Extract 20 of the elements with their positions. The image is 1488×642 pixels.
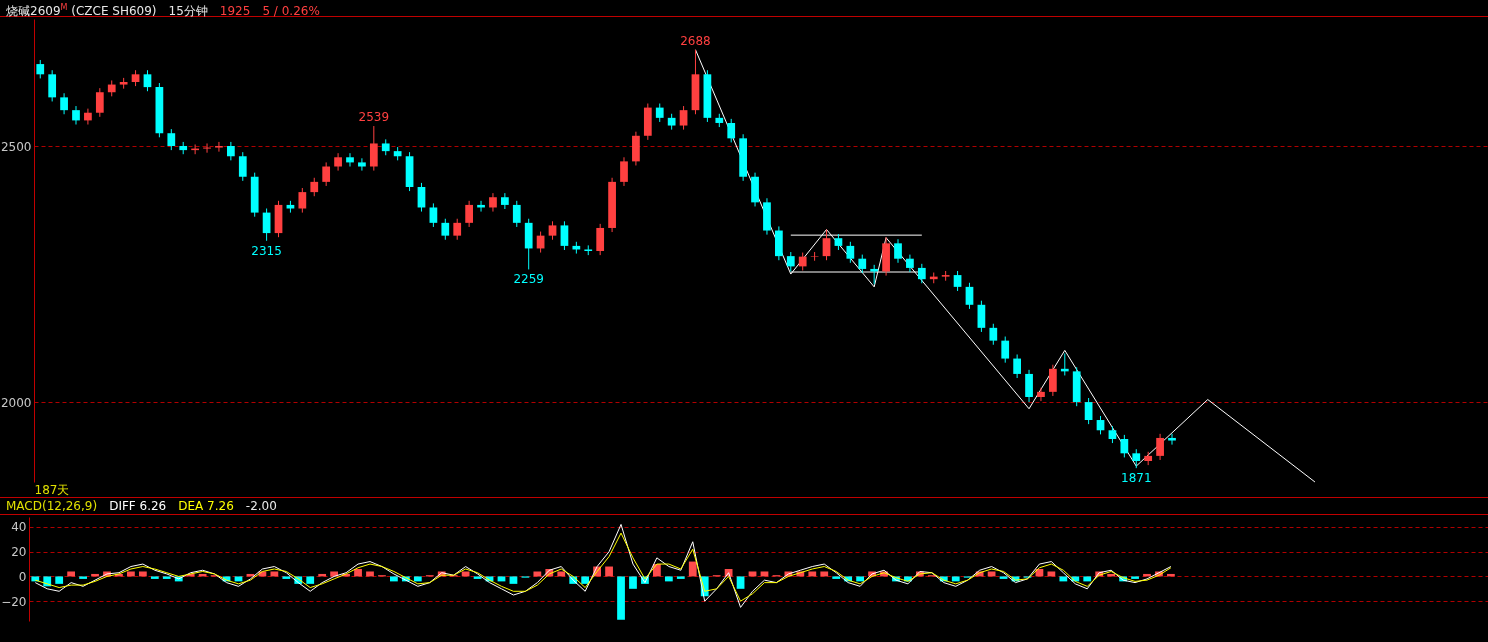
y-tick-label: −20 [1, 594, 27, 609]
chart-subtitle: 15分钟 [168, 4, 208, 18]
annotation: 2315 [251, 243, 282, 258]
chart-title: MACD(12,26,9) [6, 499, 98, 513]
y-tick-label: 0 [18, 569, 27, 584]
annotation: 2539 [358, 110, 390, 125]
text: 1925 [219, 4, 251, 18]
text: DIFF 6.26 [109, 499, 167, 513]
text: DEA 7.26 [178, 499, 234, 513]
y-tick-label: 2000 [0, 395, 32, 410]
annotation: 1871 [1120, 471, 1152, 486]
y-tick-label: 2500 [0, 139, 32, 154]
y-tick-label: 40 [11, 520, 27, 535]
text: -2.00 [245, 499, 277, 513]
x-axis-title: 187天 [34, 482, 70, 497]
text: 5 / 0.26% [262, 4, 320, 18]
y-tick-label: 20 [11, 545, 27, 560]
annotation: 2259 [513, 272, 544, 287]
annotation: 2688 [680, 33, 711, 48]
chart-title: 烧碱2609$^{M}$ (CZCE SH609) [6, 3, 157, 18]
